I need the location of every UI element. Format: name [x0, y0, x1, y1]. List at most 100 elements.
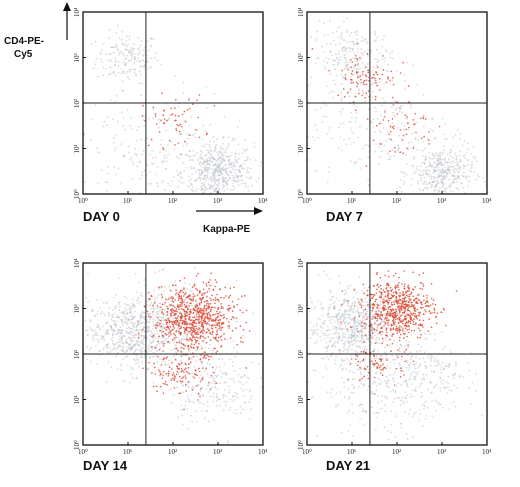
red-event-point	[148, 361, 150, 364]
grey-event-point	[233, 162, 236, 165]
grey-event-point	[183, 182, 185, 184]
grey-event-point	[453, 165, 456, 167]
red-event-point	[143, 305, 146, 308]
red-event-point	[218, 321, 220, 324]
grey-event-point	[209, 187, 211, 190]
red-event-point	[180, 153, 182, 156]
grey-event-point	[194, 347, 196, 350]
grey-event-point	[246, 171, 248, 174]
grey-event-point	[196, 355, 198, 358]
red-event-point	[162, 374, 164, 377]
grey-event-point	[459, 160, 462, 162]
grey-event-point	[400, 426, 403, 429]
red-event-point	[206, 299, 209, 302]
red-event-point	[200, 301, 202, 304]
grey-event-point	[453, 167, 456, 170]
grey-event-point	[203, 181, 206, 184]
grey-event-point	[118, 335, 121, 337]
red-event-point	[155, 123, 158, 125]
grey-event-point	[188, 150, 191, 153]
grey-event-point	[419, 174, 422, 177]
red-event-point	[168, 366, 171, 369]
grey-event-point	[188, 283, 191, 286]
red-event-point	[185, 390, 187, 392]
grey-event-point	[326, 355, 329, 358]
grey-event-point	[210, 177, 213, 180]
grey-event-point	[448, 172, 451, 175]
grey-event-point	[106, 350, 109, 353]
grey-event-point	[231, 179, 234, 182]
grey-event-point	[255, 180, 258, 183]
grey-event-point	[307, 84, 310, 87]
grey-event-point	[449, 150, 452, 152]
grey-event-point	[197, 393, 200, 396]
grey-event-point	[132, 50, 135, 52]
grey-event-point	[321, 314, 324, 317]
grey-event-point	[358, 368, 361, 370]
grey-event-point	[190, 167, 192, 170]
red-event-point	[189, 295, 191, 298]
grey-event-point	[112, 336, 114, 339]
grey-event-point	[429, 158, 432, 160]
grey-event-point	[404, 171, 406, 174]
red-event-point	[187, 381, 190, 383]
red-event-point	[205, 312, 207, 315]
grey-event-point	[156, 182, 159, 185]
grey-event-point	[452, 401, 455, 403]
grey-event-point	[343, 139, 345, 141]
red-event-point	[184, 120, 187, 123]
grey-event-point	[357, 335, 360, 338]
grey-event-point	[353, 339, 356, 341]
red-event-point	[192, 319, 195, 322]
grey-event-point	[430, 360, 433, 362]
red-event-point	[172, 284, 174, 287]
grey-event-point	[364, 297, 367, 299]
grey-event-point	[438, 161, 441, 164]
grey-event-point	[247, 377, 250, 380]
grey-event-point	[355, 334, 358, 337]
grey-event-point	[204, 369, 207, 371]
grey-event-point	[402, 400, 404, 403]
grey-event-point	[216, 165, 218, 168]
grey-event-point	[163, 286, 166, 289]
grey-event-point	[367, 315, 369, 318]
grey-event-point	[235, 320, 238, 323]
scatter-points	[83, 24, 263, 194]
grey-event-point	[252, 312, 255, 315]
grey-event-point	[192, 372, 195, 375]
grey-event-point	[357, 48, 360, 51]
red-event-point	[187, 348, 190, 350]
grey-event-point	[222, 396, 225, 399]
grey-event-point	[359, 346, 361, 349]
red-event-point	[197, 392, 200, 395]
grey-event-point	[420, 189, 422, 192]
grey-event-point	[398, 350, 401, 352]
red-event-point	[174, 144, 176, 146]
grey-event-point	[453, 177, 455, 180]
red-event-point	[185, 370, 188, 373]
grey-event-point	[101, 336, 104, 339]
red-event-point	[165, 119, 168, 122]
grey-event-point	[329, 19, 331, 22]
grey-event-point	[459, 150, 461, 153]
grey-event-point	[113, 312, 116, 315]
grey-event-point	[317, 273, 320, 276]
red-event-point	[199, 380, 202, 383]
grey-event-point	[352, 378, 354, 380]
red-event-point	[228, 327, 230, 329]
grey-event-point	[143, 323, 146, 325]
grey-event-point	[218, 153, 221, 156]
grey-event-point	[343, 293, 346, 296]
red-event-point	[428, 143, 430, 145]
grey-event-point	[342, 301, 345, 304]
grey-event-point	[239, 381, 242, 384]
red-event-point	[178, 392, 180, 395]
grey-event-point	[374, 150, 377, 153]
grey-event-point	[239, 406, 242, 408]
grey-event-point	[362, 147, 365, 150]
grey-event-point	[236, 126, 239, 129]
grey-event-point	[332, 325, 335, 328]
grey-event-point	[442, 178, 445, 181]
grey-event-point	[373, 131, 376, 133]
grey-event-point	[375, 357, 378, 359]
